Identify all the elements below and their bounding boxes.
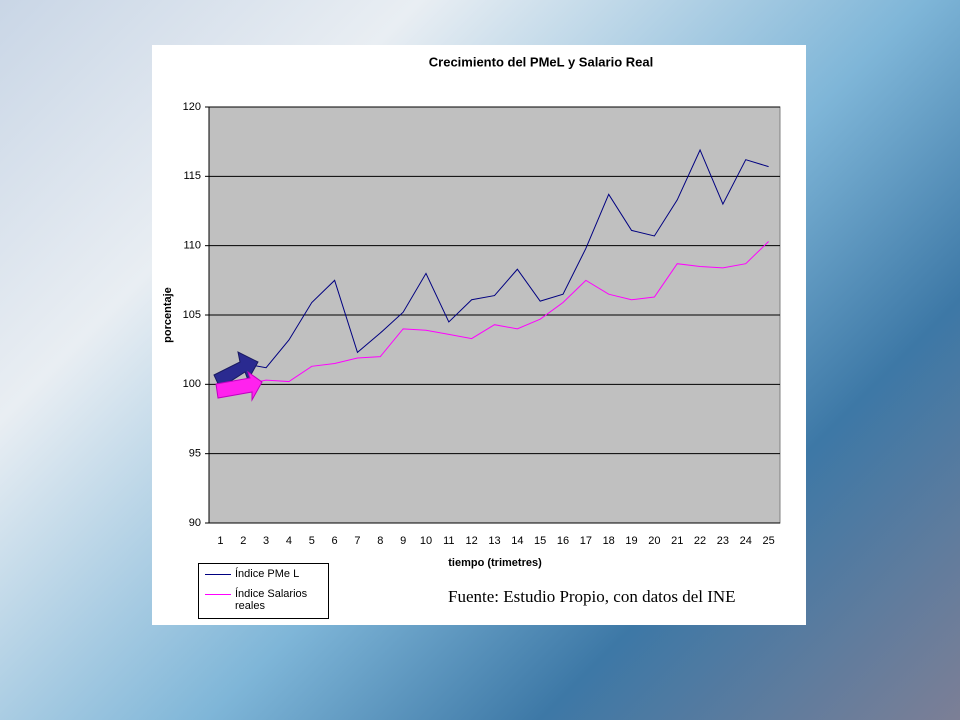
- series-line: [220, 241, 769, 385]
- chart-title: Crecimiento del PMeL y Salario Real: [429, 54, 653, 69]
- x-axis-label: tiempo (trimetres): [448, 557, 542, 569]
- x-tick-label: 6: [332, 535, 338, 547]
- x-tick-label: 14: [511, 535, 523, 547]
- x-tick-label: 2: [240, 535, 246, 547]
- x-tick-label: 24: [740, 535, 752, 547]
- x-tick-label: 19: [625, 535, 637, 547]
- x-tick-label: 4: [286, 535, 292, 547]
- y-tick-label: 100: [183, 378, 201, 390]
- y-tick-label: 95: [189, 448, 201, 460]
- source-note: Fuente: Estudio Propio, con datos del IN…: [448, 587, 736, 606]
- x-tick-label: 22: [694, 535, 706, 547]
- x-tick-label: 1: [217, 535, 223, 547]
- x-tick-label: 25: [762, 535, 774, 547]
- legend-label: Índice Salarios reales: [235, 588, 308, 612]
- x-tick-label: 7: [354, 535, 360, 547]
- x-tick-label: 12: [466, 535, 478, 547]
- x-tick-label: 16: [557, 535, 569, 547]
- x-tick-label: 8: [377, 535, 383, 547]
- legend-swatch: [205, 574, 231, 575]
- x-tick-label: 9: [400, 535, 406, 547]
- x-tick-label: 5: [309, 535, 315, 547]
- x-tick-label: 13: [488, 535, 500, 547]
- x-tick-label: 10: [420, 535, 432, 547]
- x-tick-label: 17: [580, 535, 592, 547]
- y-axis-label: porcentaje: [162, 287, 174, 343]
- series-line: [220, 148, 769, 385]
- x-tick-label: 11: [443, 535, 454, 547]
- y-tick-label: 110: [183, 240, 201, 252]
- x-tick-label: 23: [717, 535, 729, 547]
- y-tick-label: 105: [183, 309, 201, 321]
- x-tick-label: 3: [263, 535, 269, 547]
- x-tick-label: 20: [648, 535, 660, 547]
- legend-entry: Índice PMe L: [199, 568, 325, 580]
- legend-entry: Índice Salarios reales: [199, 588, 325, 612]
- y-tick-label: 90: [189, 517, 201, 529]
- magenta-arrow: [215, 370, 263, 402]
- legend-label: Índice PMe L: [235, 568, 300, 580]
- x-tick-label: 15: [534, 535, 546, 547]
- legend: Índice PMe L Índice Salarios reales: [198, 563, 329, 619]
- legend-swatch: [205, 594, 231, 595]
- y-tick-label: 115: [183, 170, 201, 182]
- x-tick-label: 18: [603, 535, 615, 547]
- y-tick-label: 120: [183, 101, 201, 113]
- x-tick-label: 21: [671, 535, 683, 547]
